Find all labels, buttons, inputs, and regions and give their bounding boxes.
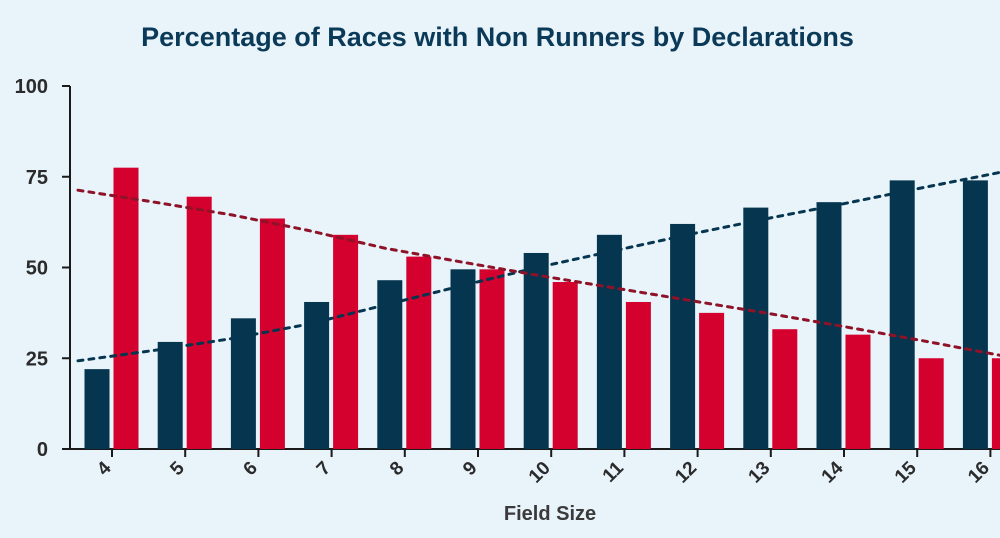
x-tick-label: 7 — [313, 458, 335, 480]
x-tick: 16 — [964, 449, 994, 487]
x-axis: 4 5 6 7 8 9 10 11 12 13 14 15 16 — [70, 448, 1000, 488]
x-tick-label: 13 — [745, 458, 775, 488]
x-tick-label: 6 — [240, 458, 262, 480]
x-tick: 4 — [93, 449, 116, 480]
bar-series-1 — [230, 318, 256, 449]
y-tick: 50 — [26, 258, 70, 280]
y-axis: 0 25 50 75 100 — [15, 76, 71, 461]
bar-series-2 — [479, 269, 505, 449]
bar-series-1 — [157, 341, 183, 449]
y-tick: 25 — [26, 348, 70, 370]
x-tick-label: 5 — [166, 457, 189, 480]
trendline-2 — [76, 188, 1000, 357]
bar-series-1 — [889, 180, 915, 449]
bar-series-2 — [406, 256, 432, 449]
x-tick: 15 — [891, 449, 921, 487]
x-tick: 11 — [599, 449, 628, 487]
y-tick-label: 50 — [26, 258, 48, 280]
x-tick: 13 — [745, 449, 775, 488]
y-tick-label: 25 — [26, 348, 48, 370]
x-tick-label: 12 — [671, 458, 701, 488]
x-tick: 6 — [240, 449, 262, 480]
bar-series-1 — [523, 252, 549, 449]
x-tick: 9 — [459, 449, 482, 480]
bar-series-2 — [113, 167, 139, 450]
x-tick: 5 — [166, 449, 189, 480]
bar-series-2 — [918, 358, 944, 449]
y-tick-label: 0 — [37, 439, 48, 461]
bar-series-1 — [743, 207, 769, 449]
trendline-1 — [76, 170, 1000, 363]
bar-series-2 — [552, 282, 578, 449]
y-tick-label: 75 — [26, 167, 48, 189]
bar-series-1 — [450, 269, 476, 449]
x-tick-label: 14 — [818, 457, 848, 487]
x-tick: 12 — [671, 449, 701, 487]
bar-series-2 — [991, 358, 1000, 449]
x-tick: 10 — [525, 449, 555, 487]
y-tick: 0 — [37, 439, 70, 461]
bar-series-1 — [962, 180, 988, 449]
x-tick-label: 9 — [459, 458, 481, 480]
y-tick-label: 100 — [15, 76, 48, 98]
bar-series-2 — [845, 334, 871, 449]
x-tick-label: 11 — [599, 457, 628, 486]
x-tick-label: 10 — [525, 458, 555, 488]
bar-series-1 — [304, 301, 330, 449]
bar-series-2 — [625, 301, 651, 449]
bar-series-1 — [84, 369, 110, 449]
x-tick-label: 15 — [891, 457, 921, 487]
x-tick: 8 — [386, 449, 408, 480]
x-tick-label: 8 — [386, 458, 408, 480]
y-tick: 100 — [15, 76, 70, 98]
x-tick-label: 16 — [964, 458, 994, 488]
chart-title: Percentage of Races with Non Runners by … — [141, 22, 854, 52]
bar-series-2 — [333, 234, 359, 449]
y-tick: 75 — [26, 167, 70, 189]
bar-series-1 — [670, 223, 696, 449]
x-tick: 14 — [818, 449, 848, 487]
x-tick: 7 — [313, 449, 335, 480]
trendlines — [76, 170, 1000, 363]
bar-series-2 — [699, 312, 725, 449]
bars — [84, 167, 1000, 450]
x-axis-label: Field Size — [504, 503, 596, 525]
bar-series-1 — [596, 234, 622, 449]
bar-series-2 — [186, 196, 212, 449]
bar-series-2 — [772, 329, 798, 449]
bar-series-1 — [377, 280, 403, 449]
x-tick-label: 4 — [93, 457, 116, 480]
